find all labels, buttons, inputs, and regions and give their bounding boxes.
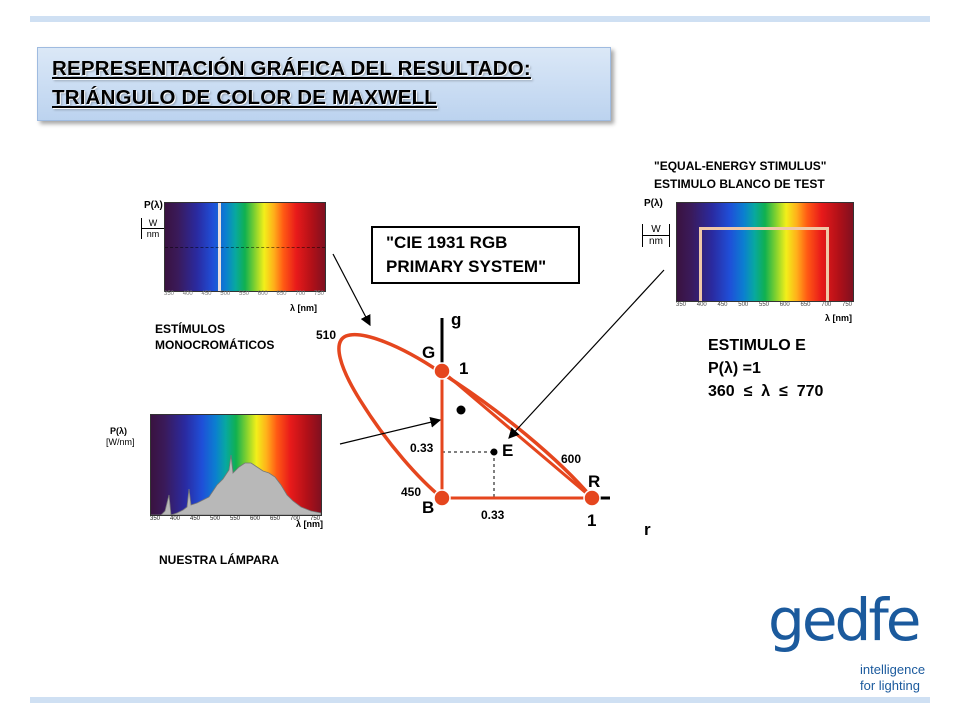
tick-label: 400 [696, 302, 707, 308]
tick-label: 550 [759, 302, 770, 308]
mono-unit-den: nm [146, 229, 160, 239]
ee-ticks: 350 400 450 500 550 600 650 700 750 [676, 302, 854, 312]
monochromatic-panel: P(λ) W nm 350 400 450 500 550 600 650 700 750 λ … [138, 196, 338, 316]
logo-tagline-2: for lighting [860, 678, 920, 693]
tick-label: 350 [164, 291, 175, 297]
stimulus-e-block: ESTIMULO E P(λ) =1 360 ≤ λ ≤ 770 [708, 334, 823, 403]
primary-b-point [433, 489, 451, 507]
top-rule [30, 16, 930, 22]
g-033-label: 0.33 [410, 441, 434, 455]
tick-label: 750 [310, 516, 321, 522]
mono-spectrum [164, 202, 326, 292]
ee-x-label: λ [nm] [825, 313, 852, 323]
tick-label: 350 [676, 302, 687, 308]
lamp-point [456, 405, 466, 415]
mono-grid [165, 247, 325, 248]
mono-y-label: P(λ) [144, 200, 163, 211]
ee-y-label: P(λ) [644, 198, 663, 209]
wl-510-label: 510 [316, 328, 337, 342]
tick-label: 600 [779, 302, 790, 308]
tick-label: 650 [276, 291, 287, 297]
stimulus-e-eq: P(λ) =1 [708, 360, 761, 377]
logo-tagline-1: intelligence [860, 662, 926, 677]
lamp-y-label: P(λ) [110, 426, 128, 436]
lamp-x-label: λ [nm] [296, 519, 323, 529]
mono-arrow [332, 253, 371, 327]
point-g-label: G [422, 343, 436, 362]
tick-label: 650 [800, 302, 811, 308]
ee-unit-den: nm [649, 236, 663, 247]
mono-caption-2: MONOCROMÁTICOS [155, 338, 275, 352]
mono-ticks: 350 400 450 500 550 600 650 700 750 [164, 291, 326, 301]
bottom-rule [30, 697, 930, 703]
title-line-1: REPRESENTACIÓN GRÁFICA DEL RESULTADO: [52, 57, 531, 80]
title-box: REPRESENTACIÓN GRÁFICA DEL RESULTADO: TR… [37, 47, 611, 121]
r-033-label: 0.33 [481, 508, 505, 522]
point-b-label: B [422, 498, 435, 517]
lamp-y-unit: [W/nm] [106, 437, 135, 447]
wl-600-label: 600 [561, 452, 582, 466]
tick-label: 550 [239, 291, 250, 297]
tick-label: 700 [290, 516, 301, 522]
tick-label: 350 [150, 516, 161, 522]
mono-caption-1: ESTÍMULOS [155, 322, 226, 336]
tick-label: 600 [250, 516, 261, 522]
tick-label: 500 [738, 302, 749, 308]
tick-label: 700 [821, 302, 832, 308]
ee-unit-num: W [643, 224, 669, 236]
cie-callout: "CIE 1931 RGB PRIMARY SYSTEM" [371, 226, 580, 284]
mono-x-label: λ [nm] [290, 303, 317, 313]
lamp-ticks: 350 400 450 500 550 600 650 700 750 [150, 516, 322, 526]
equal-energy-header: "EQUAL-ENERGY STIMULUS" ESTIMULO BLANCO … [654, 157, 827, 193]
tick-label: 400 [170, 516, 181, 522]
tick-label: 600 [257, 291, 268, 297]
g-one-label: 1 [459, 359, 469, 378]
g-axis-label: g [451, 310, 462, 329]
lamp-panel: P(λ) [W/nm] 350 400 450 500 550 600 650 700 750 … [100, 412, 330, 532]
tick-label: 400 [182, 291, 193, 297]
r-one-label: 1 [587, 511, 597, 530]
tick-label: 450 [201, 291, 212, 297]
lamp-caption: NUESTRA LÁMPARA [159, 553, 279, 567]
ee-header-2: ESTIMULO BLANCO DE TEST [654, 177, 825, 191]
tick-label: 650 [270, 516, 281, 522]
stimulus-e-title: ESTIMULO E [708, 337, 806, 354]
callout-line-2: PRIMARY SYSTEM" [386, 257, 547, 276]
ee-flat-line [699, 227, 829, 301]
title-line-2: TRIÁNGULO DE COLOR DE MAXWELL [52, 86, 438, 109]
point-r-label: R [588, 472, 601, 491]
tick-label: 500 [220, 291, 231, 297]
equal-energy-panel: P(λ) W nm 350 400 450 500 550 600 650 700 750 λ … [640, 196, 865, 326]
stimulus-e-range: 360 ≤ λ ≤ 770 [708, 383, 824, 400]
ee-spectrum [676, 202, 854, 302]
mono-unit-num: W [142, 218, 164, 229]
tick-label: 450 [717, 302, 728, 308]
tick-label: 550 [230, 516, 241, 522]
lamp-spectrum [150, 414, 322, 516]
r-axis-label: r [644, 520, 651, 539]
tick-label: 750 [842, 302, 853, 308]
ee-unit: W nm [642, 224, 670, 247]
e-point [490, 448, 498, 456]
ee-header-1: "EQUAL-ENERGY STIMULUS" [654, 159, 827, 173]
tick-label: 700 [295, 291, 306, 297]
logo-wordmark: gedfe [768, 586, 921, 654]
tick-label: 500 [210, 516, 221, 522]
tick-label: 750 [314, 291, 325, 297]
lamp-arrow [339, 416, 442, 445]
primary-g-point [433, 362, 451, 380]
ee-arrow [508, 269, 665, 439]
tick-label: 450 [190, 516, 201, 522]
point-e-label: E [502, 441, 514, 460]
primary-r-point [583, 489, 601, 507]
wl-450-label: 450 [401, 485, 422, 499]
mono-caption: ESTÍMULOS MONOCROMÁTICOS [155, 321, 274, 353]
gedfe-logo: gedfe intelligence for lighting [768, 586, 928, 693]
callout-line-1: "CIE 1931 RGB [386, 233, 508, 252]
lamp-curve [151, 454, 321, 515]
